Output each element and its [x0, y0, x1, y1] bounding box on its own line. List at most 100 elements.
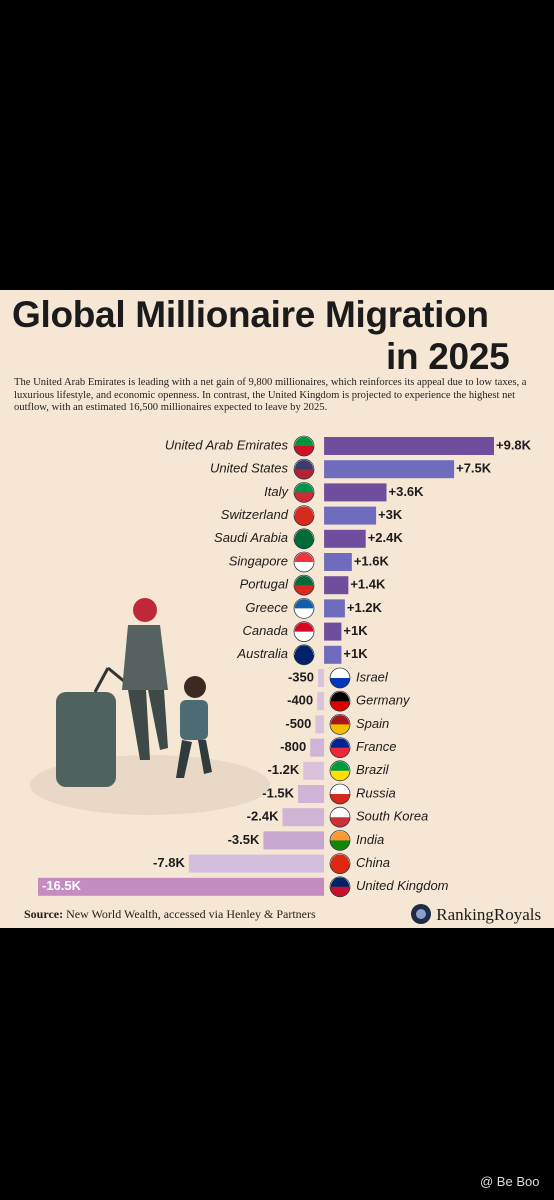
flag-detail	[330, 701, 350, 712]
brand-logo	[411, 904, 431, 924]
bar	[38, 877, 325, 896]
bar	[303, 761, 325, 780]
flag-outline	[293, 621, 315, 643]
bar	[318, 669, 325, 687]
bar	[324, 529, 366, 548]
infographic: United Arab Emirates +9.8K United States +7…	[0, 290, 554, 928]
flag-detail	[330, 817, 350, 828]
flag-outline	[293, 435, 315, 457]
flag-outline	[329, 690, 351, 712]
flag-outline	[329, 806, 351, 828]
value-label: +1K	[343, 646, 368, 661]
flag-detail	[330, 886, 350, 897]
source-text: New World Wealth, accessed via Henley & …	[66, 907, 316, 921]
source-label: Source:	[24, 907, 64, 921]
flag-outline	[329, 783, 351, 805]
country-label: Israel	[356, 669, 389, 684]
value-label: -2.4K	[247, 809, 279, 824]
value-label: -800	[280, 739, 306, 754]
country-label: United States	[210, 461, 289, 476]
country-label: United Arab Emirates	[165, 437, 289, 452]
value-label: +3.6K	[389, 484, 425, 499]
subtitle: The United Arab Emirates is leading with…	[14, 377, 527, 413]
flag-detail	[294, 538, 314, 549]
country-label: Australia	[236, 646, 288, 661]
flag-detail	[330, 678, 350, 688]
value-label: +3K	[378, 507, 403, 522]
title-line-2: in 2025	[386, 336, 510, 377]
illustration	[30, 598, 270, 815]
flag-detail	[294, 515, 314, 526]
value-label: -7.8K	[153, 855, 185, 870]
value-label: +1.6K	[354, 553, 390, 568]
flag-outline	[329, 830, 351, 851]
country-label: Brazil	[356, 762, 390, 777]
bar	[324, 576, 349, 595]
flag-outline	[293, 551, 315, 573]
flag-detail	[330, 724, 350, 735]
flag-outline	[293, 458, 315, 480]
flag-detail	[294, 492, 314, 503]
value-label: -1.2K	[267, 762, 299, 777]
country-label: Switzerland	[221, 507, 289, 522]
country-label: India	[356, 832, 384, 847]
flag-detail	[330, 863, 350, 874]
flag-detail	[294, 631, 314, 642]
bar	[298, 785, 325, 803]
flag-outline	[293, 574, 315, 596]
country-label: Italy	[264, 484, 289, 499]
country-label: France	[356, 739, 396, 754]
value-label: -16.5K	[42, 878, 82, 893]
flag-outline	[329, 713, 351, 735]
value-label: -3.5K	[228, 832, 260, 847]
flag-detail	[330, 770, 350, 781]
title: Global Millionaire Migration	[12, 294, 489, 335]
bar	[188, 854, 325, 873]
country-label: Canada	[242, 623, 288, 638]
bar	[315, 715, 325, 734]
flag-outline	[329, 667, 351, 689]
flag-detail	[330, 794, 350, 804]
flag-outline	[329, 737, 351, 759]
bar	[324, 437, 494, 455]
flag-outline	[293, 481, 315, 503]
value-label: -350	[288, 669, 314, 684]
source: Source: New World Wealth, accessed via H…	[24, 907, 316, 922]
value-label: +1K	[343, 623, 368, 638]
value-label: +2.4K	[368, 530, 404, 545]
flag-detail	[294, 585, 314, 596]
bar	[324, 622, 342, 641]
value-label: +1.2K	[347, 600, 383, 615]
country-label: Russia	[356, 785, 396, 800]
country-label: Saudi Arabia	[214, 530, 288, 545]
value-label: -1.5K	[262, 785, 294, 800]
flag-outline	[329, 853, 351, 874]
country-label: South Korea	[356, 809, 428, 824]
country-label: United Kingdom	[356, 878, 449, 893]
flag-detail	[330, 840, 350, 851]
flag-detail	[294, 654, 314, 665]
flag-detail	[294, 608, 314, 619]
chart: United Arab Emirates +9.8K United States +7…	[30, 435, 532, 898]
bar	[317, 692, 325, 711]
flag-outline	[329, 876, 351, 898]
brand-name: RankingRoyals	[436, 905, 542, 924]
value-label: +1.4K	[350, 577, 386, 592]
value-label: -400	[287, 693, 313, 708]
bar	[324, 506, 377, 525]
flag-outline	[293, 528, 315, 550]
country-label: Spain	[356, 716, 389, 731]
bar	[324, 483, 387, 502]
flag-detail	[294, 562, 314, 572]
bar	[324, 553, 352, 571]
flag-detail	[294, 469, 314, 480]
country-label: Germany	[356, 693, 411, 708]
bar	[324, 645, 342, 664]
bar	[263, 831, 325, 850]
watermark: @ Be Boo	[480, 1174, 540, 1189]
bar	[324, 460, 455, 479]
country-label: China	[356, 855, 390, 870]
value-label: -500	[285, 716, 311, 731]
flag-outline	[329, 760, 351, 782]
